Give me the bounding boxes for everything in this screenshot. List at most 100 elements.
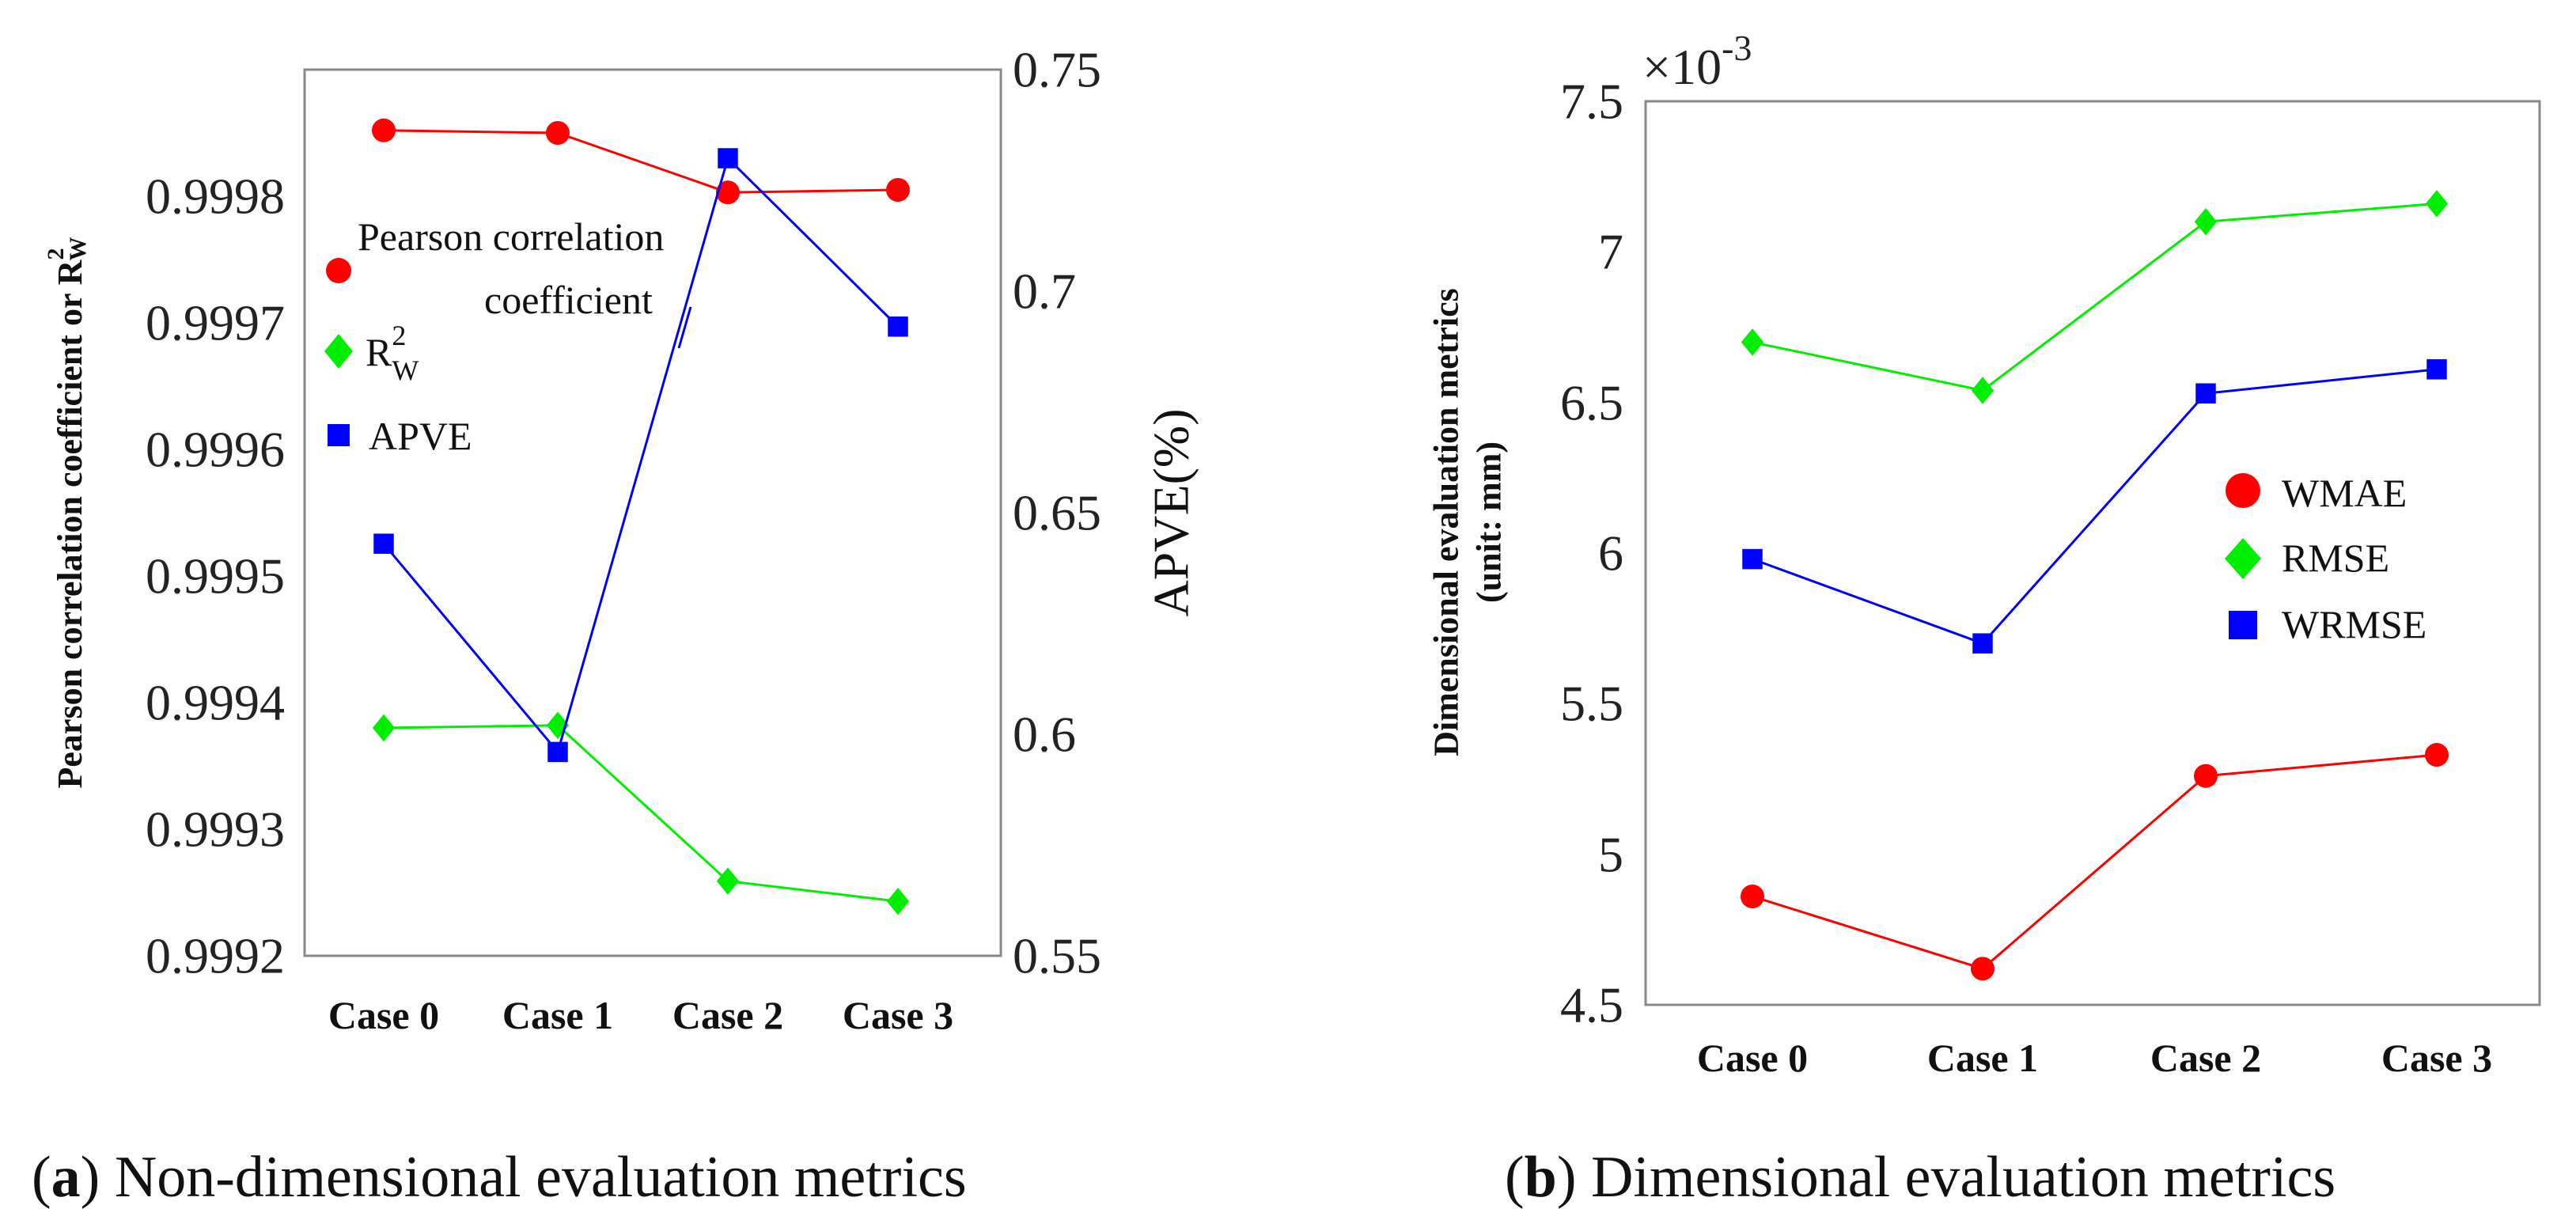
legend-marker-wrmse <box>2229 611 2257 639</box>
data-point-wrmse <box>1742 548 1763 570</box>
data-point-pearson-correlation-coefficient <box>886 178 910 202</box>
legend-r2w-sup: 2 <box>392 320 406 351</box>
left-axis-a: 0.9992 0.9993 0.9994 0.9995 0.9996 0.999… <box>146 169 285 984</box>
data-point-wmae <box>2194 764 2218 788</box>
plot-frame-b <box>1644 100 2541 1006</box>
left-axis-title-text: Pearson correlation coefficient or R <box>51 259 89 788</box>
right-tick-label: 0.65 <box>1013 485 1101 541</box>
legend-marker-apve <box>328 424 350 446</box>
data-point-pearson-correlation-coefficient <box>372 118 396 142</box>
data-point-rmse <box>2425 190 2449 218</box>
series-line-r2w <box>383 724 899 903</box>
category-label: Case 0 <box>1697 1036 1808 1080</box>
data-point-wrmse <box>1972 633 1993 654</box>
series-line-wmae <box>1752 753 2438 971</box>
data-point-apve <box>373 533 394 554</box>
legend-label-pearson-line2: coefficient <box>484 278 653 322</box>
data-point-apve <box>888 316 908 337</box>
data-point-wrmse <box>2195 383 2216 404</box>
left-tick-label: 0.9997 <box>146 295 285 351</box>
plot-frame-a <box>303 68 1002 957</box>
legend-b: WMAE RMSE WRMSE <box>2225 471 2426 646</box>
right-tick-label: 0.55 <box>1013 928 1101 984</box>
category-label: Case 2 <box>672 993 783 1037</box>
left-tick-label: 0.9993 <box>146 801 285 858</box>
axis-multiplier: ×10-3 <box>1642 28 1752 95</box>
y-tick-label: 6.5 <box>1560 375 1623 431</box>
series-line-wrmse <box>1752 368 2438 645</box>
category-label: Case 1 <box>1927 1036 2038 1080</box>
y-tick-label: 5 <box>1598 827 1623 883</box>
data-point-rmse <box>1741 328 1764 356</box>
axis-multiplier-base: ×10 <box>1642 39 1722 95</box>
left-tick-label: 0.9998 <box>146 169 285 225</box>
legend-label-pearson-line1: Pearson correlation <box>358 214 664 259</box>
legend-label-apve: APVE <box>369 414 472 458</box>
left-tick-label: 0.9992 <box>146 928 285 984</box>
left-axis-title-sup: 2 <box>43 248 69 260</box>
legend-marker-pearson <box>326 258 351 283</box>
annotation-connector <box>677 306 692 349</box>
category-label: Case 1 <box>502 993 613 1037</box>
x-axis-a: Case 0 Case 1 Case 2 Case 3 <box>328 993 953 1037</box>
data-point-pearson-correlation-coefficient <box>716 180 740 205</box>
data-point-wmae <box>1971 957 1995 981</box>
data-point-wmae <box>1741 884 1764 908</box>
plot-area-a <box>372 118 910 915</box>
right-tick-label: 0.6 <box>1013 707 1076 763</box>
left-axis-title-sub: W <box>65 237 91 261</box>
axis-multiplier-exp: -3 <box>1722 28 1752 68</box>
y-tick-label: 6 <box>1598 525 1623 582</box>
caption-b-letter: b <box>1525 1145 1557 1210</box>
caption-a: (a) Non-dimensional evaluation metrics <box>32 1145 967 1210</box>
plot-area-b <box>1741 190 2449 981</box>
legend-marker-r2w <box>324 334 353 369</box>
series-line-apve <box>382 156 900 755</box>
legend-label-wmae: WMAE <box>2282 471 2407 515</box>
legend-label-wrmse: WRMSE <box>2282 602 2426 646</box>
legend-marker-wmae <box>2226 473 2260 508</box>
data-point-wrmse <box>2426 359 2447 380</box>
left-tick-label: 0.9996 <box>146 422 285 478</box>
left-tick-label: 0.9994 <box>146 675 285 731</box>
legend-marker-rmse <box>2225 538 2261 579</box>
y-tick-label: 5.5 <box>1560 676 1623 732</box>
right-axis-a: 0.55 0.6 0.65 0.7 0.75 <box>1013 42 1101 984</box>
left-tick-label: 0.9995 <box>146 548 285 604</box>
series-line-pearson-correlation-coefficient <box>383 129 899 194</box>
category-label: Case 2 <box>2150 1036 2261 1080</box>
legend-a: Pearson correlation coefficient R2 W APVE <box>324 214 664 458</box>
left-axis-title-a: Pearson correlation coefficient or R2W <box>43 237 91 789</box>
caption-a-letter: a <box>51 1145 81 1210</box>
y-tick-label: 7.5 <box>1560 74 1623 130</box>
data-point-pearson-correlation-coefficient <box>546 121 570 145</box>
y-axis-b: 4.5 5 5.5 6 6.5 7 7.5 <box>1560 74 1623 1033</box>
y-tick-label: 7 <box>1598 224 1623 280</box>
caption-a-text: Non-dimensional evaluation metrics <box>115 1145 967 1210</box>
data-point-rmse <box>1971 377 1995 404</box>
legend-r2w-sub: W <box>392 354 419 386</box>
data-point-r2w <box>886 887 910 915</box>
data-point-apve <box>718 148 738 169</box>
data-point-r2w <box>716 867 740 895</box>
category-label: Case 3 <box>843 993 953 1037</box>
legend-label-rmse: RMSE <box>2282 536 2389 580</box>
legend-r2w-base: R <box>366 330 392 374</box>
data-point-r2w <box>372 714 396 742</box>
right-tick-label: 0.75 <box>1013 42 1101 98</box>
y-axis-title-b-line1: Dimensional evaluation metrics <box>1427 288 1466 756</box>
legend-label-r2w: R2 W <box>366 320 419 386</box>
x-axis-b: Case 0 Case 1 Case 2 Case 3 <box>1697 1036 2492 1080</box>
panel-a: 0.9992 0.9993 0.9994 0.9995 0.9996 0.999… <box>32 42 1199 1211</box>
data-point-wmae <box>2425 743 2449 767</box>
category-label: Case 3 <box>2381 1036 2492 1080</box>
y-tick-label: 4.5 <box>1560 977 1623 1033</box>
y-axis-title-b-line2: (unit: mm) <box>1470 441 1509 603</box>
series-line-rmse <box>1752 202 2438 392</box>
category-label: Case 0 <box>328 993 439 1037</box>
panel-b: 4.5 5 5.5 6 6.5 7 7.5 ×10-3 Case 0 Case … <box>1427 28 2541 1210</box>
data-point-apve <box>547 741 568 763</box>
right-tick-label: 0.7 <box>1013 263 1076 320</box>
data-point-rmse <box>2194 208 2218 236</box>
